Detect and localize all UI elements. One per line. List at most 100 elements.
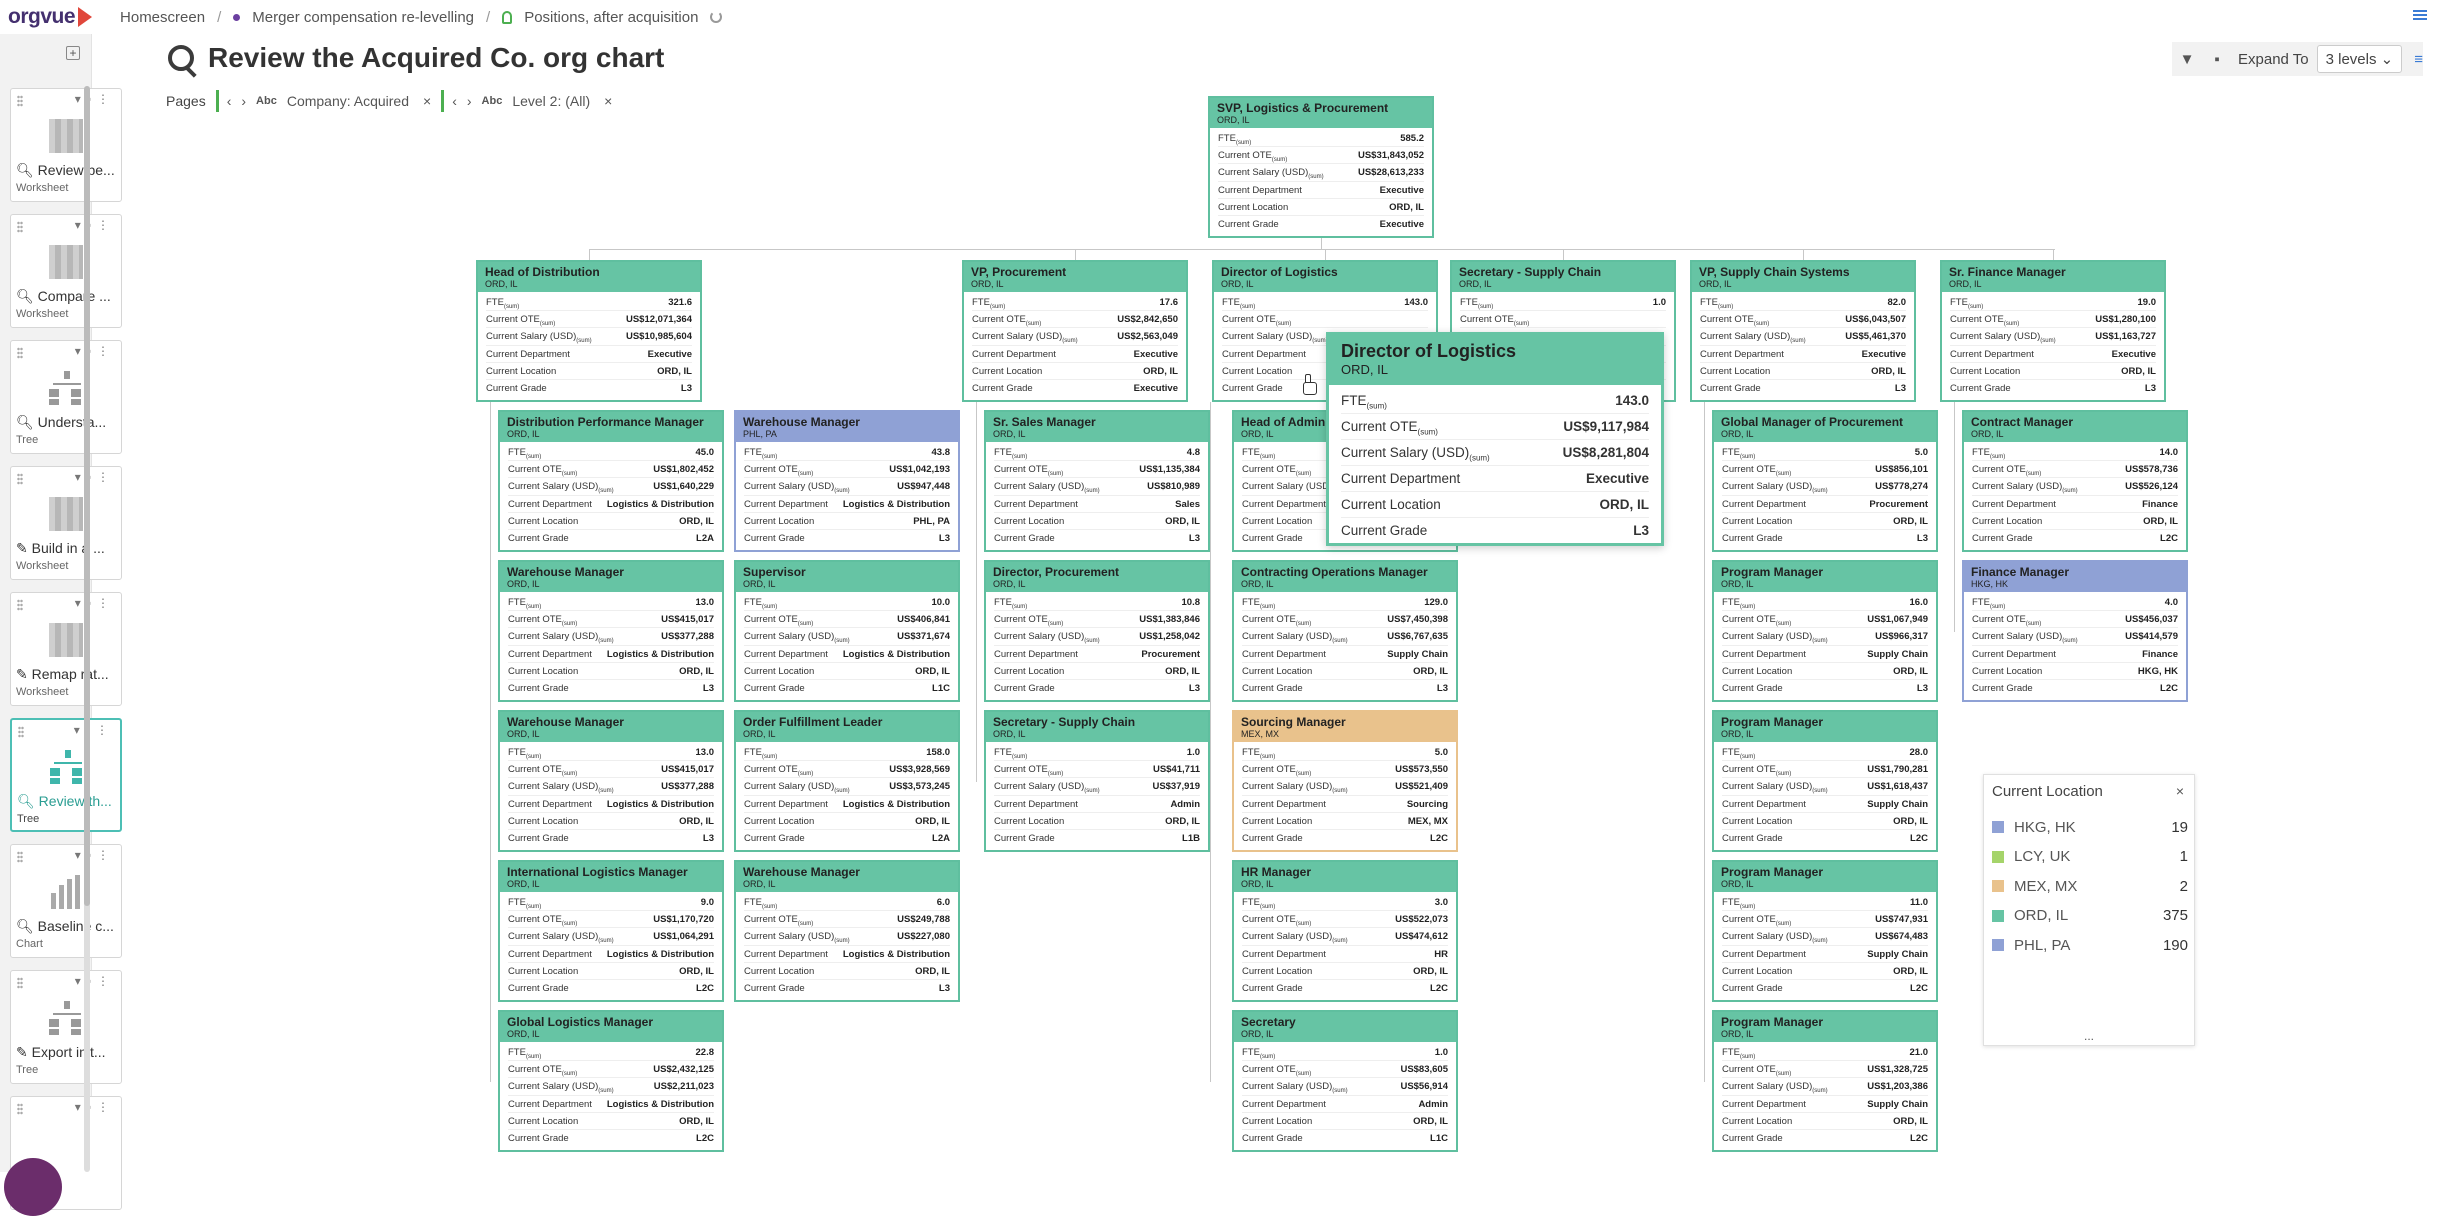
legend-item[interactable]: LCY, UK 1 <box>1992 847 2188 867</box>
legend-more[interactable]: ... <box>2084 1029 2095 1043</box>
add-page-button[interactable]: + <box>66 46 80 60</box>
legend-item[interactable]: MEX, MX 2 <box>1992 876 2188 896</box>
drag-handle-icon[interactable] <box>17 851 23 863</box>
close-icon[interactable]: × <box>423 93 432 109</box>
sidebar-page-card[interactable]: ▾▪⋮ 🔍︎ Baseline c... Chart <box>10 844 122 958</box>
org-node[interactable]: Contract Manager ORD, IL FTE(sum) 14.0 Curre… <box>1962 410 2188 552</box>
legend-item[interactable]: ORD, IL 375 <box>1992 906 2188 926</box>
org-node[interactable]: Sr. Sales Manager ORD, IL FTE(sum) 4.8 Curre… <box>984 410 1210 552</box>
card-actions-icon[interactable]: ▾▪⋮ <box>74 344 115 358</box>
comment-icon[interactable]: ▪ <box>2214 50 2220 68</box>
node-title: International Logistics Manager <box>507 865 688 879</box>
card-actions-icon[interactable]: ▾▪⋮ <box>74 218 115 232</box>
org-node[interactable]: Order Fulfillment Leader ORD, IL FTE(sum) 1… <box>734 710 960 852</box>
list-view-icon[interactable] <box>2413 8 2429 24</box>
drag-handle-icon[interactable] <box>17 95 23 107</box>
next-icon[interactable]: › <box>466 93 472 109</box>
sidebar-page-card[interactable]: ▾▪⋮ ✎ Remap rat... Worksheet <box>10 592 122 706</box>
chevron-down-icon: ⌄ <box>2380 51 2394 68</box>
close-icon[interactable]: × <box>2175 783 2184 799</box>
card-actions-icon[interactable]: ▾▪⋮ <box>74 848 115 862</box>
department-row: Current Department Logistics & Distributi… <box>744 496 950 513</box>
close-icon[interactable]: × <box>604 93 613 109</box>
card-type: Worksheet <box>16 308 69 320</box>
org-node[interactable]: VP, Supply Chain Systems ORD, IL FTE(sum) 8… <box>1690 260 1916 402</box>
drag-handle-icon[interactable] <box>18 726 24 738</box>
drag-handle-icon[interactable] <box>17 221 23 233</box>
legend-item[interactable]: PHL, PA 190 <box>1992 935 2188 955</box>
page-title-text: Review the Acquired Co. org chart <box>208 42 665 73</box>
org-node[interactable]: Program Manager ORD, IL FTE(sum) 21.0 Curren… <box>1712 1010 1938 1152</box>
org-node[interactable]: Distribution Performance Manager ORD, IL F… <box>498 410 724 552</box>
filter-icon[interactable]: ▼ <box>2179 50 2195 68</box>
org-node[interactable]: Contracting Operations Manager ORD, IL FTE… <box>1232 560 1458 702</box>
org-node[interactable]: Secretary - Supply Chain ORD, IL FTE(sum) 1… <box>984 710 1210 852</box>
org-node[interactable]: Finance Manager HKG, HK FTE(sum) 4.0 Current… <box>1962 560 2188 702</box>
card-actions-icon[interactable]: ▾▪⋮ <box>74 1100 115 1114</box>
org-node[interactable]: SVP, Logistics & Procurement ORD, IL FTE(s… <box>1208 96 1434 238</box>
org-node[interactable]: HR Manager ORD, IL FTE(sum) 3.0 Current OTE(… <box>1232 860 1458 1002</box>
org-node[interactable]: Warehouse Manager PHL, PA FTE(sum) 43.8 Curr… <box>734 410 960 552</box>
list-icon[interactable]: ≡ <box>2414 50 2423 68</box>
org-node[interactable]: Sourcing Manager MEX, MX FTE(sum) 5.0 Curren… <box>1232 710 1458 852</box>
org-node[interactable]: Director, Procurement ORD, IL FTE(sum) 10.8… <box>984 560 1210 702</box>
fte-row: FTE(sum) 22.8 <box>508 1044 714 1062</box>
refresh-icon[interactable] <box>710 11 723 23</box>
card-actions-icon[interactable]: ▾▪⋮ <box>74 92 115 106</box>
ote-row: Current OTE(sum) US$7,450,398 <box>1242 611 1448 629</box>
next-icon[interactable]: › <box>241 93 247 109</box>
org-node[interactable]: Warehouse Manager ORD, IL FTE(sum) 13.0 Curr… <box>498 710 724 852</box>
legend-item[interactable]: HKG, HK 19 <box>1992 817 2188 837</box>
org-node[interactable]: Supervisor ORD, IL FTE(sum) 10.0 Current OTE… <box>734 560 960 702</box>
node-tooltip: Director of Logistics ORD, IL FTE(sum) 14… <box>1326 332 1664 546</box>
sidebar-page-card[interactable]: ▾▪⋮ 🔍︎ Review pe... Worksheet <box>10 88 122 202</box>
filter-chip-level[interactable]: ‹ › Abc Level 2: (All) × <box>441 90 612 112</box>
avatar[interactable] <box>4 1158 62 1216</box>
fte-row: FTE(sum) 10.0 <box>744 594 950 612</box>
org-node[interactable]: Program Manager ORD, IL FTE(sum) 28.0 Curren… <box>1712 710 1938 852</box>
breadcrumb-dataset[interactable]: Merger compensation re-levelling <box>252 8 475 26</box>
card-title: 🔍︎ Compare ... <box>16 288 111 304</box>
node-location: MEX, MX <box>1241 729 1280 739</box>
org-node[interactable]: Warehouse Manager ORD, IL FTE(sum) 13.0 Curr… <box>498 560 724 702</box>
sidebar-page-card[interactable]: ▾▪⋮ 🔍︎ Review th... Tree <box>10 718 122 832</box>
node-title: Global Manager of Procurement <box>1721 415 1904 429</box>
orgvue-logo[interactable]: orgvue <box>8 5 93 29</box>
location-row: Current Location HKG, HK <box>1972 663 2178 680</box>
sidebar-scrollbar[interactable] <box>84 86 90 1172</box>
org-node[interactable]: Global Manager of Procurement ORD, IL FTE(… <box>1712 410 1938 552</box>
card-actions-icon[interactable]: ▾▪⋮ <box>74 470 115 484</box>
drag-handle-icon[interactable] <box>17 1103 23 1115</box>
prev-icon[interactable]: ‹ <box>226 93 232 109</box>
card-actions-icon[interactable]: ▾▪⋮ <box>74 596 115 610</box>
fte-row: FTE(sum) 13.0 <box>508 594 714 612</box>
sidebar-page-card[interactable]: ▾▪⋮ ✎ Build in a ... Worksheet <box>10 466 122 580</box>
sidebar-page-card[interactable]: ▾▪⋮ 🔍︎ Compare ... Worksheet <box>10 214 122 328</box>
prev-icon[interactable]: ‹ <box>452 93 457 109</box>
org-node[interactable]: International Logistics Manager ORD, IL FT… <box>498 860 724 1002</box>
tree-connector <box>1954 402 1955 632</box>
ote-row: Current OTE(sum) US$1,383,846 <box>994 611 1200 629</box>
sidebar-page-card[interactable]: ▾▪⋮ 🔍︎ Understa... Tree <box>10 340 122 454</box>
node-title: Sr. Finance Manager <box>1949 265 2066 279</box>
org-node[interactable]: Global Logistics Manager ORD, IL FTE(sum) 2… <box>498 1010 724 1152</box>
card-actions-icon[interactable]: ▾▪⋮ <box>74 974 115 988</box>
breadcrumb-view[interactable]: Positions, after acquisition <box>524 8 699 26</box>
levels-dropdown[interactable]: 3 levels ⌄ <box>2316 45 2403 73</box>
drag-handle-icon[interactable] <box>17 599 23 611</box>
org-node[interactable]: VP, Procurement ORD, IL FTE(sum) 17.6 Curren… <box>962 260 1188 402</box>
drag-handle-icon[interactable] <box>17 473 23 485</box>
card-actions-icon[interactable]: ▾▪⋮ <box>73 723 114 737</box>
org-node[interactable]: Warehouse Manager ORD, IL FTE(sum) 6.0 Curre… <box>734 860 960 1002</box>
drag-handle-icon[interactable] <box>17 347 23 359</box>
drag-handle-icon[interactable] <box>17 977 23 989</box>
org-node[interactable]: Head of Distribution ORD, IL FTE(sum) 321.6… <box>476 260 702 402</box>
org-node[interactable]: Secretary ORD, IL FTE(sum) 1.0 Current OTE(s… <box>1232 1010 1458 1152</box>
grade-row: Current Grade L3 <box>508 682 714 694</box>
org-node[interactable]: Program Manager ORD, IL FTE(sum) 16.0 Curren… <box>1712 560 1938 702</box>
breadcrumb-home[interactable]: Homescreen <box>120 8 206 26</box>
filter-chip-company[interactable]: ‹ › Abc Company: Acquired × <box>215 90 432 112</box>
sidebar-page-card[interactable]: ▾▪⋮ ✎ Export init... Tree <box>10 970 122 1084</box>
org-node[interactable]: Program Manager ORD, IL FTE(sum) 11.0 Curren… <box>1712 860 1938 1002</box>
org-node[interactable]: Sr. Finance Manager ORD, IL FTE(sum) 19.0 Cu… <box>1940 260 2166 402</box>
